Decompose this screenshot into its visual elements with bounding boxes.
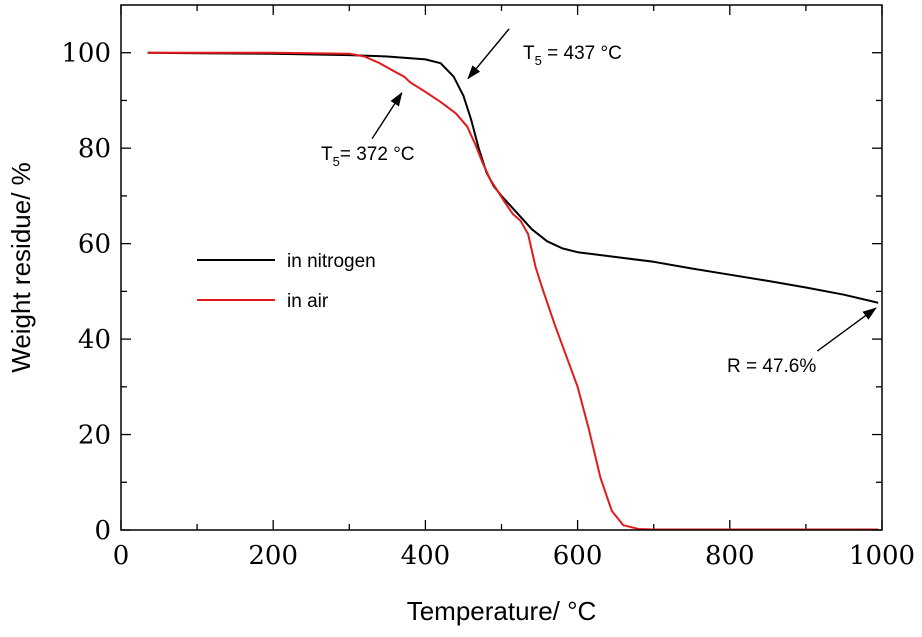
legend-label: in nitrogen <box>287 251 376 272</box>
y-tick-label: 40 <box>78 325 111 355</box>
y-axis-title: Weight residue/ % <box>6 162 36 373</box>
annotation-label: T5 = 437 °C <box>523 43 622 68</box>
series-line <box>147 51 879 304</box>
annotation-label: T5= 372 °C <box>321 144 415 169</box>
annotation-arrow <box>371 91 403 140</box>
x-tick-label: 1000 <box>849 541 915 571</box>
x-tick-label: 0 <box>113 541 130 571</box>
x-tick-label: 800 <box>705 541 755 571</box>
annotation-arrow <box>467 28 510 80</box>
plot-frame <box>120 4 883 531</box>
annotations: T5 = 437 °C T5= 372 °C R = 47.6% <box>321 28 877 377</box>
y-tick-label: 0 <box>94 516 111 546</box>
y-tick-label: 80 <box>78 134 111 164</box>
axis-ticks <box>120 5 883 531</box>
legend-label: in air <box>287 291 329 312</box>
annotation-arrow <box>816 307 877 352</box>
x-axis-title: Temperature/ °C <box>407 596 597 626</box>
legend: in nitrogen in air <box>197 251 376 312</box>
x-tick-label: 400 <box>401 541 451 571</box>
x-tick-label: 200 <box>248 541 298 571</box>
y-tick-label: 60 <box>78 230 111 260</box>
y-tick-label: 100 <box>61 39 111 69</box>
series-group <box>147 51 879 531</box>
tick-labels: 0 200 400 600 800 1000 0 20 40 60 80 100 <box>61 39 915 571</box>
y-tick-label: 20 <box>78 421 111 451</box>
x-tick-label: 600 <box>553 541 603 571</box>
series-line <box>147 51 879 531</box>
annotation-label: R = 47.6% <box>727 356 816 377</box>
